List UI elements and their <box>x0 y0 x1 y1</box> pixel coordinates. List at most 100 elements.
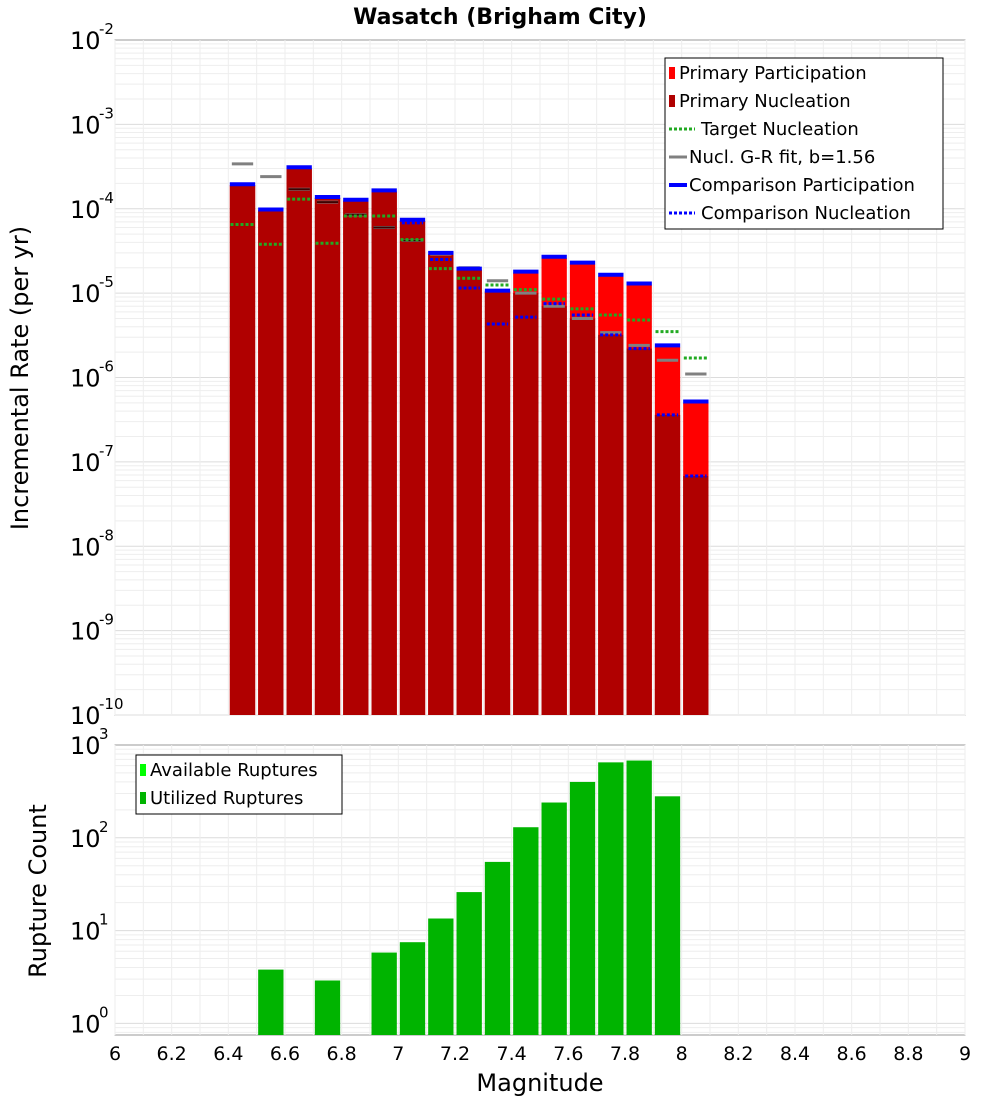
x-tick-label: 6.6 <box>270 1043 300 1065</box>
legend-label: Comparison Participation <box>689 175 915 196</box>
y-tick-base: 10 <box>70 280 101 308</box>
y-tick-base: 10 <box>70 27 101 55</box>
bar-primary-nucleation <box>258 210 284 716</box>
bar-utilized-ruptures <box>456 892 482 1035</box>
x-tick-label: 6.4 <box>213 1043 243 1065</box>
legend-label: Available Ruptures <box>150 760 318 781</box>
x-tick-label: 8.6 <box>837 1043 867 1065</box>
bar-primary-nucleation <box>428 254 454 715</box>
y-tick-base: 10 <box>70 618 101 646</box>
y-tick-exponent: -3 <box>99 104 114 122</box>
legend-entry: Comparison Participation <box>669 175 915 196</box>
bar-utilized-ruptures <box>598 762 624 1035</box>
bar-primary-nucleation <box>286 168 312 715</box>
legend-entry: Primary Participation <box>669 63 867 84</box>
x-ticks: 6 6.2 6.4 6.6 6.8 7 7.2 7.4 7.6 7.8 8 8.2 8.4 8.6 8.8 9 <box>109 1043 971 1065</box>
y-tick: 10-8 <box>70 526 114 561</box>
y-tick-base: 10 <box>70 825 101 853</box>
x-tick-label: 7.6 <box>553 1043 583 1065</box>
bar-primary-nucleation <box>229 185 256 715</box>
bar-primary-nucleation <box>343 200 369 715</box>
bar-utilized-ruptures <box>399 942 426 1035</box>
y-tick-exponent: -9 <box>99 611 114 629</box>
y-tick-base: 10 <box>70 111 101 139</box>
y-tick: 102 <box>70 818 109 853</box>
top-bars <box>229 168 709 716</box>
x-tick-label: 6 <box>109 1043 121 1065</box>
legend-entry: Utilized Ruptures <box>140 788 303 809</box>
legend-label: Utilized Ruptures <box>150 788 303 809</box>
x-tick-label: 7.2 <box>440 1043 470 1065</box>
y-tick: 101 <box>70 911 109 946</box>
y-tick-exponent: -6 <box>99 358 114 376</box>
x-tick-label: 8.8 <box>893 1043 923 1065</box>
y-tick-base: 10 <box>70 533 101 561</box>
x-tick-label: 9 <box>959 1043 971 1065</box>
y-tick-exponent: -8 <box>99 526 114 544</box>
bar-primary-nucleation <box>513 293 539 715</box>
y-tick-exponent: 3 <box>99 725 109 743</box>
bar-utilized-ruptures <box>371 952 397 1035</box>
y-tick-exponent: 2 <box>99 818 109 836</box>
legend-entry: Primary Nucleation <box>669 91 851 112</box>
bar-utilized-ruptures <box>428 918 454 1035</box>
legend-swatch <box>669 95 675 107</box>
bar-primary-nucleation <box>569 318 596 715</box>
y-tick-base: 10 <box>70 365 101 393</box>
bar-utilized-ruptures <box>541 802 567 1035</box>
y-tick: 10-10 <box>70 695 124 730</box>
legend-swatch <box>140 764 146 776</box>
chart-title: Wasatch (Brigham City) <box>353 5 647 30</box>
legend-entry: Available Ruptures <box>140 760 318 781</box>
y-tick: 10-2 <box>70 20 114 55</box>
y-tick-base: 10 <box>70 702 101 730</box>
bar-primary-nucleation <box>654 414 681 715</box>
legend-swatch <box>669 67 675 79</box>
y-tick-base: 10 <box>70 449 101 477</box>
y-tick: 10-5 <box>70 273 114 308</box>
legend-box <box>135 754 343 815</box>
y-tick: 10-9 <box>70 611 114 646</box>
legend-entry: Target Nucleation <box>669 119 859 140</box>
x-axis-label: Magnitude <box>476 1069 603 1097</box>
bar-utilized-ruptures <box>484 861 511 1035</box>
bar-primary-nucleation <box>683 476 709 715</box>
bar-utilized-ruptures <box>626 760 652 1035</box>
bar-primary-nucleation <box>541 306 567 715</box>
x-tick-label: 7.4 <box>497 1043 527 1065</box>
bar-utilized-ruptures <box>314 980 341 1035</box>
x-tick-label: 8 <box>676 1043 688 1065</box>
bottom-legend: Available Ruptures Utilized Ruptures <box>135 754 343 815</box>
bottom-y-axis-label: Rupture Count <box>24 804 52 978</box>
y-tick: 103 <box>70 725 109 760</box>
legend-entry: Nucl. G-R fit, b=1.56 <box>669 147 875 168</box>
y-tick-base: 10 <box>70 1010 101 1038</box>
y-tick-base: 10 <box>70 196 101 224</box>
bar-utilized-ruptures <box>654 796 681 1035</box>
bar-primary-nucleation <box>626 348 652 715</box>
legend-label: Target Nucleation <box>700 119 859 140</box>
bar-primary-nucleation <box>456 269 482 715</box>
legend-label: Primary Nucleation <box>679 91 851 112</box>
y-tick: 10-7 <box>70 442 114 477</box>
bottom-bars <box>258 760 681 1035</box>
y-tick: 10-4 <box>70 189 114 224</box>
x-tick-label: 8.2 <box>723 1043 753 1065</box>
legend-label: Comparison Nucleation <box>701 203 911 224</box>
y-tick-exponent: -5 <box>99 273 114 291</box>
x-tick-label: 7 <box>392 1043 404 1065</box>
y-tick-exponent: -2 <box>99 20 114 38</box>
legend-entry: Comparison Nucleation <box>669 203 911 224</box>
y-tick-exponent: -7 <box>99 442 114 460</box>
bar-primary-nucleation <box>484 291 511 715</box>
y-tick: 10-3 <box>70 104 114 139</box>
top-legend: Primary Participation Primary Nucleation T… <box>664 57 944 230</box>
bar-utilized-ruptures <box>258 969 284 1035</box>
bar-primary-nucleation <box>371 191 397 716</box>
bar-primary-nucleation <box>598 334 624 715</box>
legend-label: Nucl. G-R fit, b=1.56 <box>689 147 875 168</box>
